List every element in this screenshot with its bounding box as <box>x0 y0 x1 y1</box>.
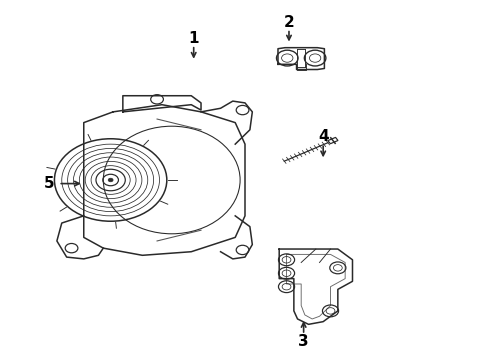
Circle shape <box>108 178 113 182</box>
Text: 5: 5 <box>44 176 55 191</box>
Text: 2: 2 <box>284 15 294 30</box>
Text: 3: 3 <box>298 334 309 349</box>
Bar <box>328 138 338 144</box>
Text: 4: 4 <box>318 130 328 144</box>
Text: 1: 1 <box>189 31 199 46</box>
